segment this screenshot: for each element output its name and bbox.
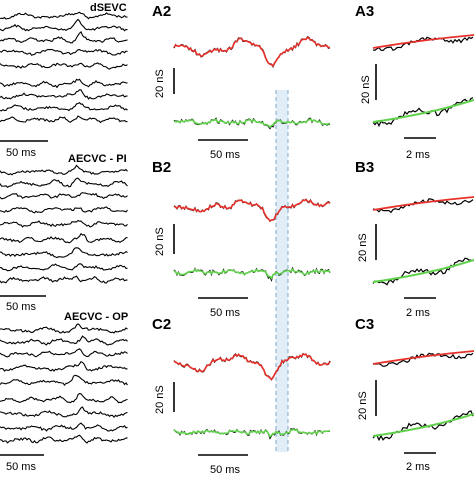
ge-fit-trace-c3 <box>372 350 474 365</box>
time-scale-label-c3: 2 ms <box>406 461 430 473</box>
highlight-band <box>276 90 288 452</box>
gi-raw-trace-c3 <box>372 410 474 442</box>
conductance-scale-label-c3: 20 nS <box>357 391 369 420</box>
time-scale-label-b2: 50 ms <box>210 307 240 319</box>
panel-label-b2: B2 <box>152 159 172 176</box>
conductance-scale-label-b3: 20 nS <box>357 233 369 262</box>
raw-trace-b-9 <box>0 275 128 284</box>
ge-fit-trace-a3 <box>372 34 474 49</box>
panel-label-a3: A3 <box>355 3 375 20</box>
ge-raw-trace-a3 <box>372 36 474 52</box>
gi-fit-trace-a3 <box>372 99 474 123</box>
raw-trace-c-9 <box>0 434 128 444</box>
raw-trace-a-2 <box>0 18 128 32</box>
conductance-scale-label-b2: 20 nS <box>154 227 166 256</box>
raw-trace-c-2 <box>0 335 128 346</box>
time-scale-label-a2: 50 ms <box>210 149 240 161</box>
ge-raw-trace-c3 <box>372 352 474 367</box>
raw-trace-c-5 <box>0 374 128 386</box>
raw-trace-b-4 <box>0 206 128 214</box>
raw-trace-b-8 <box>0 263 128 272</box>
time-scale-label-c2: 50 ms <box>210 464 240 476</box>
condition-label-aecvc-op: AECVC - OP <box>64 311 129 323</box>
ge-fit-trace-a2 <box>173 36 331 68</box>
raw-trace-a-8 <box>0 102 128 112</box>
raw-trace-b-1 <box>0 164 128 176</box>
raw-trace-a-4 <box>0 48 128 56</box>
gi-fit-trace-b2 <box>173 267 331 280</box>
raw-trace-a-6 <box>0 78 128 89</box>
ge-fit-trace-b3 <box>372 196 474 211</box>
raw-trace-c-1 <box>0 323 128 334</box>
time-scale-label-b3: 2 ms <box>406 307 430 319</box>
raw-trace-c-3 <box>0 348 128 358</box>
raw-trace-b-5 <box>0 219 128 228</box>
gi-fit-trace-c3 <box>372 413 474 437</box>
raw-trace-c-7 <box>0 406 128 419</box>
raw-trace-b-7 <box>0 247 128 259</box>
ge-raw-trace-c2 <box>173 352 331 381</box>
time-scale-label-a3: 2 ms <box>406 149 430 161</box>
time-scale-label-a1: 50 ms <box>6 147 36 159</box>
raw-trace-c-8 <box>0 422 128 432</box>
raw-trace-a-3 <box>0 30 128 44</box>
panel-label-a2: A2 <box>152 3 172 20</box>
conductance-scale-label-a3: 20 nS <box>360 75 372 104</box>
ge-raw-trace-b3 <box>372 198 474 214</box>
gi-fit-trace-c2 <box>173 428 331 438</box>
panel-label-c2: C2 <box>152 316 172 333</box>
raw-trace-b-3 <box>0 192 128 200</box>
gi-raw-trace-a3 <box>372 97 474 128</box>
ge-fit-trace-c2 <box>173 353 331 381</box>
raw-trace-c-6 <box>0 393 128 404</box>
raw-trace-a-5 <box>0 62 128 70</box>
raw-trace-a-9 <box>0 115 128 124</box>
raw-trace-c-4 <box>0 361 128 372</box>
raw-trace-a-1 <box>0 11 128 20</box>
conductance-scale-label-a2: 20 nS <box>154 69 166 98</box>
gi-raw-trace-b3 <box>372 257 474 286</box>
panel-label-c3: C3 <box>355 316 375 333</box>
panel-label-b3: B3 <box>355 159 375 176</box>
raw-trace-b-2 <box>0 177 128 189</box>
time-scale-label-b1: 50 ms <box>6 301 36 313</box>
condition-label-aecvc-pi: AECVC - PI <box>68 153 127 165</box>
time-scale-label-c1: 50 ms <box>6 461 36 473</box>
raw-trace-a-7 <box>0 89 128 100</box>
ge-fit-trace-b2 <box>173 198 331 222</box>
condition-label-dsevc: dSEVC <box>90 2 127 14</box>
ge-raw-trace-a2 <box>173 36 331 69</box>
raw-trace-b-6 <box>0 232 128 244</box>
gi-fit-trace-b3 <box>372 259 474 283</box>
conductance-scale-label-c2: 20 nS <box>154 385 166 414</box>
gi-fit-trace-a2 <box>173 118 331 129</box>
